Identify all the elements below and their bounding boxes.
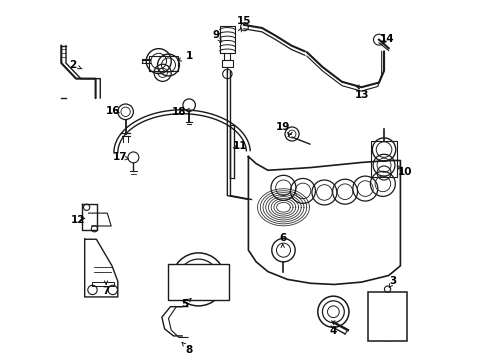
Bar: [367, 292, 406, 341]
Text: 8: 8: [185, 345, 192, 355]
Text: 14: 14: [379, 34, 394, 44]
Text: 4: 4: [329, 326, 336, 336]
Text: 18: 18: [171, 107, 186, 117]
Text: 13: 13: [354, 90, 369, 100]
Text: 3: 3: [389, 275, 396, 285]
Text: 5: 5: [181, 299, 188, 309]
Text: 2: 2: [69, 60, 77, 70]
Bar: [168, 264, 228, 300]
Text: 19: 19: [275, 122, 289, 132]
Text: 15: 15: [236, 16, 250, 26]
Text: 12: 12: [70, 215, 85, 225]
Text: 7: 7: [102, 286, 110, 296]
Text: 10: 10: [397, 167, 411, 177]
Text: 11: 11: [232, 141, 246, 151]
Text: 16: 16: [105, 105, 120, 116]
Text: 1: 1: [185, 51, 192, 61]
Text: 17: 17: [113, 152, 127, 162]
Bar: [221, 60, 233, 67]
Text: 9: 9: [212, 30, 220, 40]
Text: 6: 6: [279, 233, 286, 243]
